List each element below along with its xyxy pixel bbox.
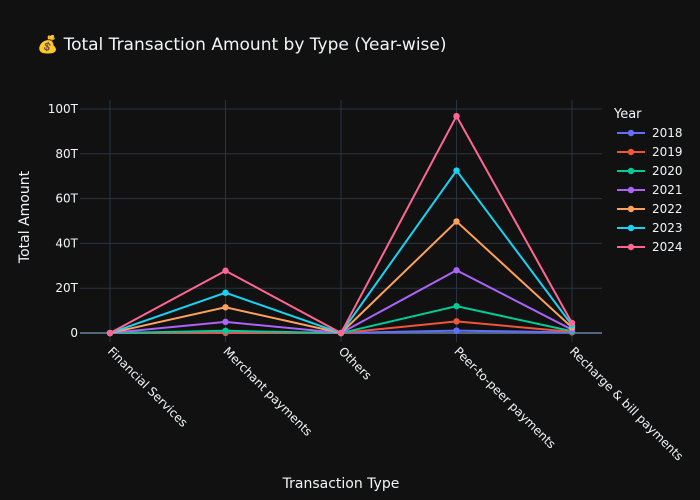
chart-title: 💰 Total Transaction Amount by Type (Year… [37,34,447,55]
legend-item-2022[interactable]: 2022 [617,202,683,216]
data-point-2024[interactable] [568,319,576,327]
data-point-2023[interactable] [222,289,229,296]
x-tick-label: Others [336,344,374,382]
legend-label: 2021 [652,183,683,197]
x-tick-label: Recharge & bill payments [567,344,686,463]
data-point-2022[interactable] [453,218,460,225]
data-point-2019[interactable] [453,318,460,325]
legend-label: 2019 [652,145,683,159]
legend-marker [627,224,635,232]
y-tick-label: 60T [55,192,78,206]
legend-marker [627,129,635,137]
data-point-2022[interactable] [222,304,229,311]
legend-marker [627,148,635,156]
y-axis-ticks: 0 20T 40T 60T 80T 100T [48,102,79,340]
data-point-2024[interactable] [453,112,460,120]
data-point-2020[interactable] [453,302,460,310]
legend-item-2020[interactable]: 2020 [617,164,683,178]
data-point-2024[interactable] [222,267,229,274]
y-tick-label: 0 [70,326,78,340]
y-tick-label: 40T [55,236,78,250]
legend-label: 2023 [652,221,683,235]
legend[interactable]: Year 2018 2019 2020 2021 2022 2023 2024 [613,107,683,254]
data-point-2021[interactable] [453,267,460,274]
data-point-2024[interactable] [337,329,345,337]
x-axis-ticks: Financial Services Merchant payments Other… [105,344,686,463]
legend-label: 2022 [652,202,683,216]
x-tick-label: Peer-to-peer payments [451,344,558,451]
x-axis-title: Transaction Type [282,476,400,492]
y-tick-label: 20T [55,281,78,295]
legend-item-2018[interactable]: 2018 [617,126,683,140]
legend-title: Year [613,107,642,122]
legend-marker [627,243,635,251]
x-tick-label: Merchant payments [220,344,315,439]
legend-label: 2018 [652,126,683,140]
data-point-2021[interactable] [222,318,229,326]
y-axis-title: Total Amount [17,170,33,264]
legend-marker [627,186,635,194]
legend-label: 2024 [652,240,683,254]
legend-marker [627,205,635,213]
data-point-2023[interactable] [453,167,460,174]
data-point-2024[interactable] [106,329,114,337]
legend-item-2024[interactable]: 2024 [617,240,683,254]
legend-item-2019[interactable]: 2019 [617,145,683,159]
y-tick-label: 80T [55,147,78,161]
series-points [106,112,576,337]
legend-item-2021[interactable]: 2021 [617,183,683,197]
legend-label: 2020 [652,164,683,178]
y-tick-label: 100T [48,102,79,116]
legend-item-2023[interactable]: 2023 [617,221,683,235]
data-point-2020[interactable] [222,327,229,334]
legend-marker [627,167,635,175]
x-tick-label: Financial Services [105,344,191,430]
data-point-2018[interactable] [453,327,460,334]
